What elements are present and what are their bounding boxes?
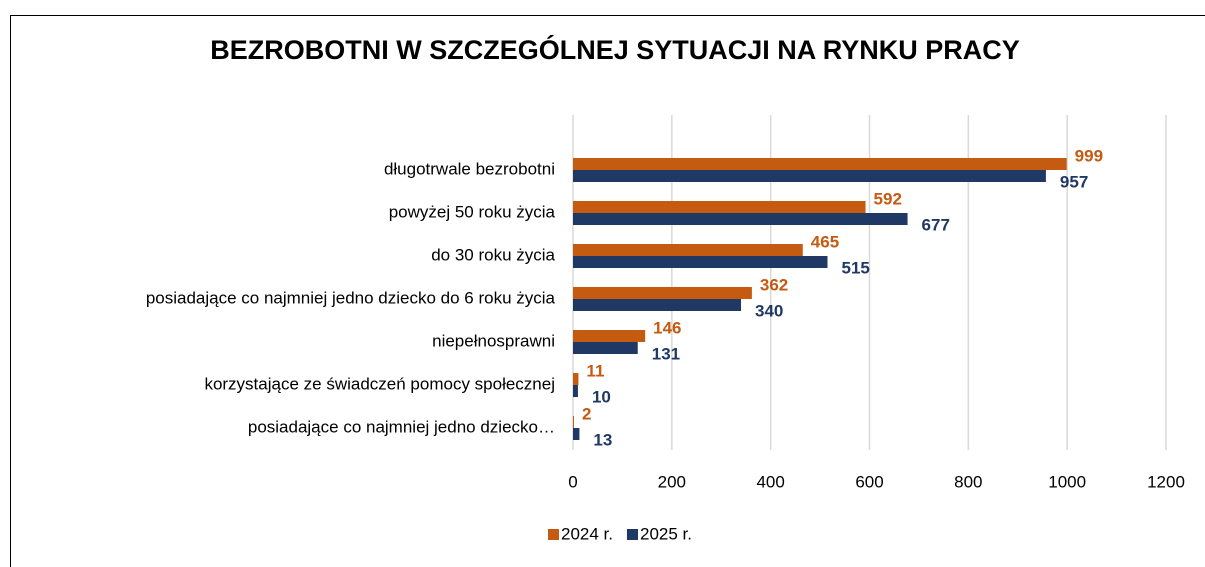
legend-label: 2025 r.	[640, 524, 692, 543]
value-label: 131	[652, 344, 680, 363]
legend-label: 2024 r.	[561, 524, 613, 543]
x-tick-label: 400	[756, 472, 784, 491]
value-label: 10	[592, 387, 611, 406]
bar	[573, 170, 1046, 182]
x-tick-label: 200	[658, 472, 686, 491]
value-label: 11	[586, 361, 604, 380]
value-label: 999	[1075, 146, 1103, 165]
bar	[573, 428, 580, 440]
value-label: 146	[653, 318, 681, 337]
y-tick-label: powyżej 50 roku życia	[389, 202, 556, 221]
value-label: 13	[593, 430, 612, 449]
bar	[573, 299, 742, 311]
value-label: 515	[841, 258, 869, 277]
bar	[573, 213, 908, 225]
bar	[573, 158, 1067, 170]
bar	[573, 373, 579, 385]
bar	[573, 256, 828, 268]
legend-swatch	[627, 529, 638, 540]
bar	[573, 342, 638, 354]
value-label: 957	[1060, 172, 1088, 191]
bar	[573, 330, 646, 342]
x-tick-label: 600	[855, 472, 883, 491]
x-tick-label: 1000	[1048, 472, 1086, 491]
value-label: 592	[874, 189, 902, 208]
value-label: 465	[811, 232, 839, 251]
y-tick-label: długotrwale bezrobotni	[384, 159, 555, 178]
value-label: 677	[922, 215, 950, 234]
bar	[573, 201, 866, 213]
chart-title: BEZROBOTNI W SZCZEGÓLNEJ SYTUACJI NA RYN…	[210, 34, 1020, 65]
bar	[573, 416, 574, 428]
bar	[573, 385, 578, 397]
y-tick-label: niepełnosprawni	[432, 331, 555, 350]
y-tick-label: posiadające co najmniej jedno dziecko…	[248, 417, 555, 436]
x-tick-label: 1200	[1147, 472, 1185, 491]
value-label: 340	[755, 301, 783, 320]
y-tick-label: posiadające co najmniej jedno dziecko do…	[146, 288, 556, 307]
bar	[573, 244, 803, 256]
y-tick-label: do 30 roku życia	[431, 245, 555, 264]
value-label: 2	[582, 404, 591, 423]
x-tick-label: 0	[568, 472, 577, 491]
y-tick-label: korzystające ze świadczeń pomocy społecz…	[204, 374, 555, 393]
bar	[573, 287, 752, 299]
value-label: 362	[760, 275, 788, 294]
x-tick-label: 800	[954, 472, 982, 491]
legend-swatch	[548, 529, 559, 540]
